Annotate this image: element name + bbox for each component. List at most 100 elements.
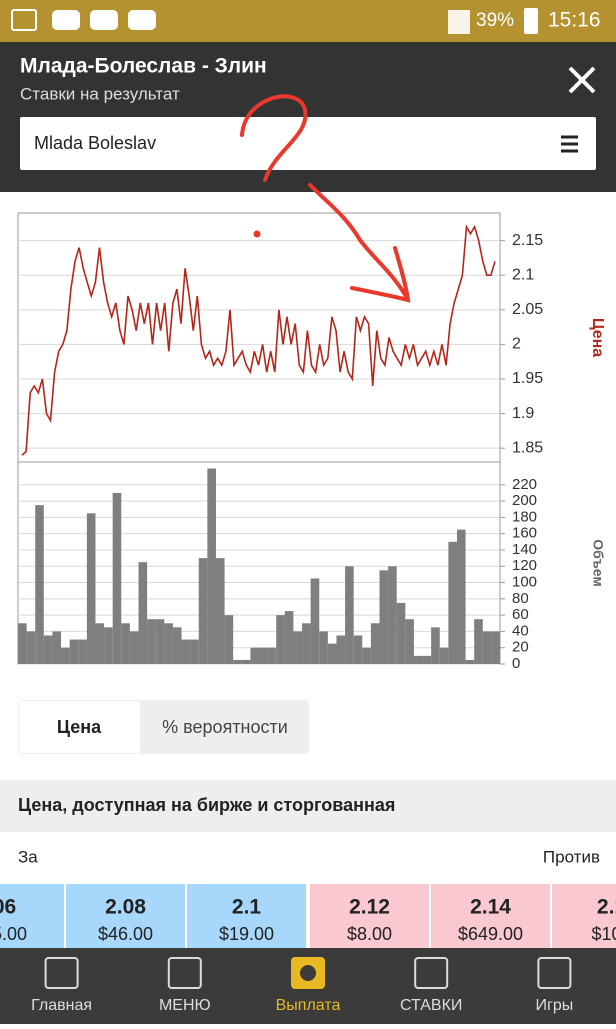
y-tick-label: 20 [512, 639, 529, 656]
title: Млада-Болеслав - Злин [20, 55, 267, 78]
volume-bar [224, 615, 234, 664]
lay-cell[interactable] [431, 884, 550, 948]
lay-label: Против [543, 847, 600, 866]
y-tick-label: 1.9 [512, 405, 534, 422]
volume-bar [198, 558, 208, 664]
volume-bar [405, 619, 414, 664]
volume-bar [155, 619, 165, 664]
volume-bar [482, 631, 492, 664]
volume-bar [215, 558, 225, 664]
nav-label[interactable]: Главная [31, 997, 92, 1014]
volume-bar [276, 615, 285, 664]
volume-bar [259, 647, 268, 664]
volume-bar [233, 659, 242, 664]
y-tick-label: 2 [512, 336, 521, 353]
volume-bar [413, 655, 423, 664]
selection-text: Mlada Boleslav [34, 133, 156, 153]
tab-active[interactable] [19, 701, 140, 753]
section-header [0, 780, 616, 832]
volume-bar [310, 578, 320, 664]
volume-bar [86, 513, 96, 664]
volume-bar [456, 529, 466, 664]
section-title: Цена, доступная на бирже и сторгованная [18, 795, 395, 815]
axis-label: Объем [590, 539, 606, 587]
menu-icon [561, 135, 578, 153]
volume-bar [439, 647, 449, 664]
selection-dropdown[interactable] [20, 117, 596, 170]
volume-bar [104, 627, 113, 664]
battery: 39% [476, 10, 514, 31]
back-label: За [18, 847, 38, 866]
y-tick-label: 200 [512, 492, 537, 509]
volume-bar [379, 570, 389, 664]
volume-bar [138, 562, 148, 664]
annotation [240, 94, 411, 303]
close-button[interactable] [568, 66, 596, 94]
volume-bar [69, 639, 79, 664]
volume-bar [302, 623, 311, 664]
y-tick-label: 0 [512, 655, 520, 672]
odds: 2.1 [597, 896, 616, 919]
volume-bar [78, 639, 87, 664]
volume-bar [52, 631, 62, 664]
odds: 2.12 [349, 896, 390, 919]
odds: 2.14 [470, 896, 511, 919]
volume-bar [181, 639, 191, 664]
y-tick-label: 40 [512, 622, 529, 639]
nav-label[interactable]: СТАВКИ [400, 997, 462, 1014]
price-cells: 06 55.00 2.08 $46.00 2.1 $19.00 2.12 $8.00 2.14 $… [0, 884, 616, 948]
price-line [21, 224, 496, 456]
y-tick-label: 1.85 [512, 439, 543, 456]
volume-bar [388, 566, 397, 664]
nav-label[interactable]: МЕНЮ [159, 997, 211, 1014]
volume-bar [61, 647, 70, 664]
volume-bar [319, 631, 328, 664]
clock: 15:16 [548, 9, 601, 32]
nav-icon [414, 957, 449, 989]
volume-bar [327, 643, 337, 664]
nav-label[interactable]: Выплата [276, 997, 341, 1014]
back-cell[interactable] [66, 884, 185, 948]
volume-bar [370, 623, 380, 664]
amount: $19.00 [219, 924, 274, 944]
volume-bar [422, 655, 432, 664]
y-tick-label: 140 [512, 541, 537, 558]
tab[interactable]: Цена [57, 717, 102, 737]
y-tick-label: 1.95 [512, 370, 543, 387]
volume-bar [250, 647, 259, 664]
y-tick-label: 60 [512, 606, 529, 623]
tab[interactable]: % вероятности [162, 717, 288, 737]
volume-bar [18, 623, 27, 664]
back-cell[interactable] [0, 884, 64, 948]
amount: $46.00 [98, 924, 153, 944]
nav-icon [537, 957, 572, 989]
back-cell[interactable] [187, 884, 306, 948]
y-tick-label: 2.15 [512, 232, 543, 249]
volume-bar [164, 623, 173, 664]
volume-bar [147, 619, 156, 664]
y-tick-label: 100 [512, 574, 537, 591]
nav-label[interactable]: Игры [536, 997, 574, 1014]
y-tick-label: 2.05 [512, 301, 543, 318]
odds: 2.08 [105, 896, 146, 919]
volume-bar [95, 623, 105, 664]
volume-bar [112, 492, 122, 664]
volume-bar [284, 611, 294, 664]
y-tick-label: 2.1 [512, 266, 534, 283]
volume-bar [474, 619, 483, 664]
volume-bar [465, 659, 475, 664]
volume-bar [190, 639, 199, 664]
volume-bar [121, 623, 130, 664]
amount: $649.00 [458, 924, 523, 944]
lay-cell[interactable] [310, 884, 429, 948]
volume-bar [26, 631, 36, 664]
volume-bar [241, 659, 251, 664]
volume-bar [396, 602, 406, 664]
axis-label: Цена [589, 318, 606, 357]
y-tick-label: 160 [512, 525, 537, 542]
charts: 1.851.91.9522.052.12.15Цена0204060801001… [17, 212, 606, 672]
volume-bar [345, 566, 354, 664]
lay-cell[interactable] [552, 884, 616, 948]
amount: $8.00 [347, 924, 392, 944]
